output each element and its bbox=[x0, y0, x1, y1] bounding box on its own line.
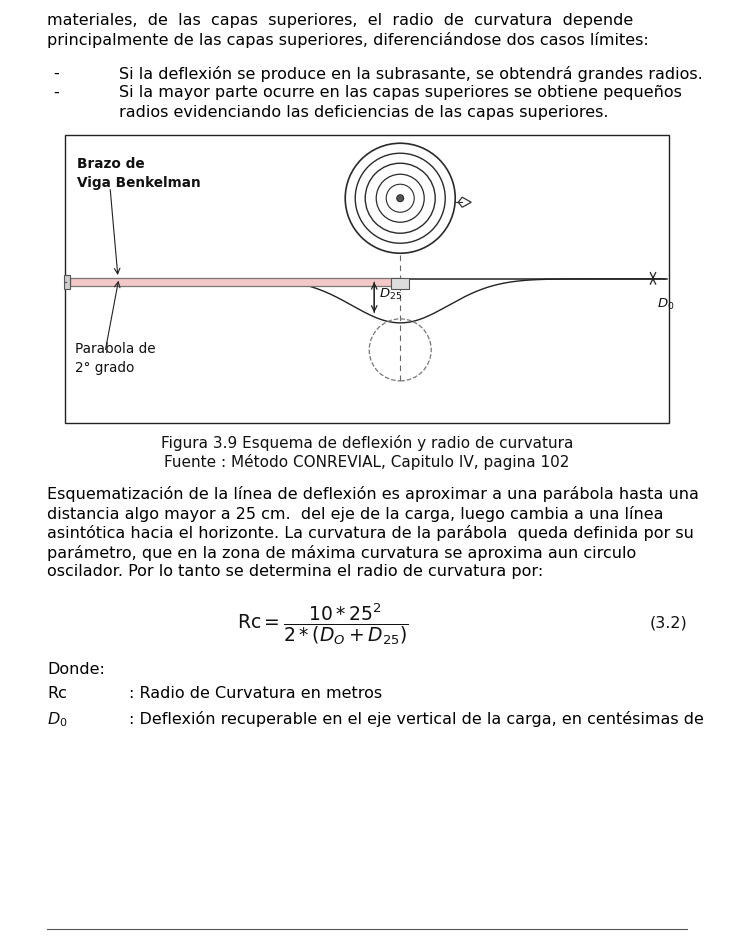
Bar bbox=[64, 275, 70, 289]
Text: Viga Benkelman: Viga Benkelman bbox=[77, 176, 201, 190]
Text: (3.2): (3.2) bbox=[650, 616, 687, 631]
Text: -: - bbox=[53, 85, 59, 100]
Text: Parabola de: Parabola de bbox=[75, 343, 156, 357]
Text: asintótica hacia el horizonte. La curvatura de la parábola  queda definida por s: asintótica hacia el horizonte. La curvat… bbox=[47, 525, 694, 541]
Text: $D_{25}$: $D_{25}$ bbox=[379, 286, 402, 302]
Text: Fuente : Método CONREVIAL, Capitulo IV, pagina 102: Fuente : Método CONREVIAL, Capitulo IV, … bbox=[164, 454, 570, 471]
Text: $D_0$: $D_0$ bbox=[657, 297, 675, 312]
Bar bbox=[65, 135, 669, 423]
Text: parámetro, que en la zona de máxima curvatura se aproxima aun circulo: parámetro, que en la zona de máxima curv… bbox=[47, 545, 636, 561]
Bar bbox=[70, 278, 402, 285]
Text: Esquematización de la línea de deflexión es aproximar a una parábola hasta una: Esquematización de la línea de deflexión… bbox=[47, 487, 699, 503]
Text: Brazo de: Brazo de bbox=[77, 157, 145, 171]
Text: Rc: Rc bbox=[47, 686, 67, 701]
Text: materiales,  de  las  capas  superiores,  el  radio  de  curvatura  depende: materiales, de las capas superiores, el … bbox=[47, 13, 633, 28]
Circle shape bbox=[396, 195, 404, 202]
Text: Si la mayor parte ocurre en las capas superiores se obtiene pequeños: Si la mayor parte ocurre en las capas su… bbox=[119, 85, 682, 100]
Bar bbox=[391, 278, 410, 289]
Text: distancia algo mayor a 25 cm.  del eje de la carga, luego cambia a una línea: distancia algo mayor a 25 cm. del eje de… bbox=[47, 505, 664, 522]
Text: principalmente de las capas superiores, diferenciándose dos casos límites:: principalmente de las capas superiores, … bbox=[47, 33, 649, 49]
Text: Si la deflexión se produce en la subrasante, se obtendrá grandes radios.: Si la deflexión se produce en la subrasa… bbox=[119, 66, 702, 81]
Text: Donde:: Donde: bbox=[47, 662, 105, 677]
Text: Figura 3.9 Esquema de deflexión y radio de curvatura: Figura 3.9 Esquema de deflexión y radio … bbox=[161, 435, 573, 451]
Text: -: - bbox=[53, 66, 59, 80]
Text: oscilador. Por lo tanto se determina el radio de curvatura por:: oscilador. Por lo tanto se determina el … bbox=[47, 564, 543, 579]
Text: 2° grado: 2° grado bbox=[75, 361, 134, 375]
Text: radios evidenciando las deficiencias de las capas superiores.: radios evidenciando las deficiencias de … bbox=[119, 105, 608, 120]
Text: $\mathrm{Rc} = \dfrac{10 * 25^2}{2*(D_O + D_{25})}$: $\mathrm{Rc} = \dfrac{10 * 25^2}{2*(D_O … bbox=[237, 602, 409, 647]
Text: $D_0$: $D_0$ bbox=[47, 710, 68, 729]
Text: : Radio de Curvatura en metros: : Radio de Curvatura en metros bbox=[129, 686, 382, 701]
Text: : Deflexión recuperable en el eje vertical de la carga, en centésimas de: : Deflexión recuperable en el eje vertic… bbox=[129, 710, 704, 726]
